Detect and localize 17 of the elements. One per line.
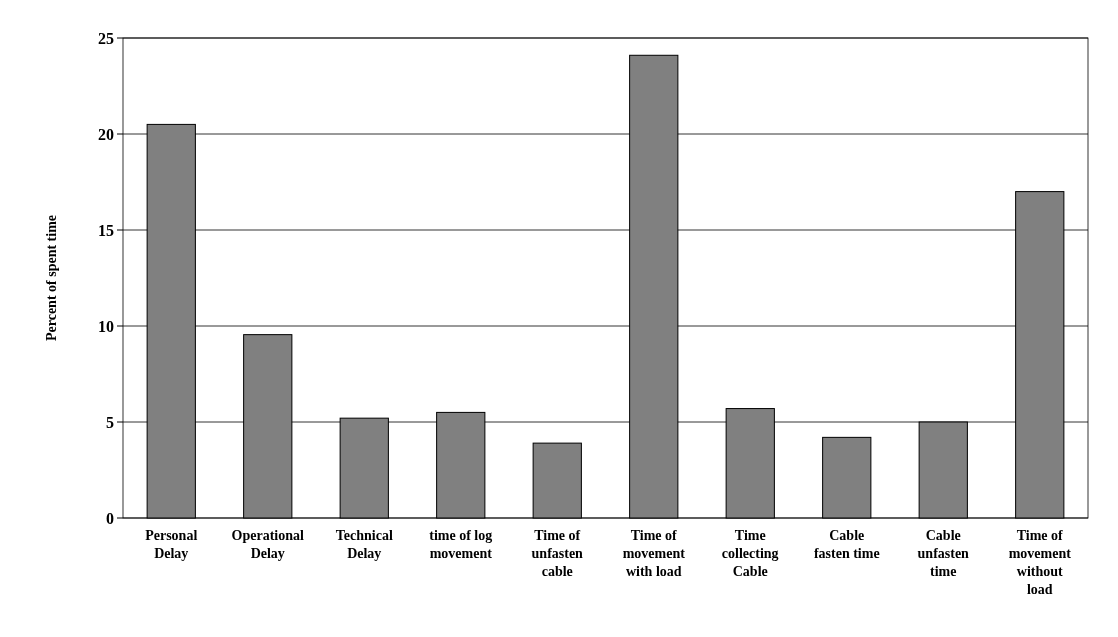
x-tick-label: Cable fasten time xyxy=(813,528,880,561)
y-tick-label: 10 xyxy=(98,317,114,335)
x-tick-label: time of log movement xyxy=(429,528,493,561)
y-tick-label: 15 xyxy=(98,221,114,239)
x-tick-label: Technical Delay xyxy=(335,528,393,561)
y-tick-label: 5 xyxy=(106,413,114,431)
x-tick-label: Time of movement with load xyxy=(622,528,686,579)
x-tick-label: Cable unfasten time xyxy=(917,528,970,579)
x-tick-label: Time collecting Cable xyxy=(721,528,779,579)
y-axis-title: Percent of spent time xyxy=(44,214,59,342)
x-tick-label: Time of movement without load xyxy=(1008,528,1072,597)
y-tick-label: 25 xyxy=(98,29,114,47)
x-tick-label: Operational Delay xyxy=(231,528,305,561)
x-tick-label: Time of unfasten cable xyxy=(531,528,584,579)
y-tick-label: 0 xyxy=(106,509,114,527)
y-tick-label: 20 xyxy=(98,125,114,143)
x-tick-label: Personal Delay xyxy=(145,528,198,561)
